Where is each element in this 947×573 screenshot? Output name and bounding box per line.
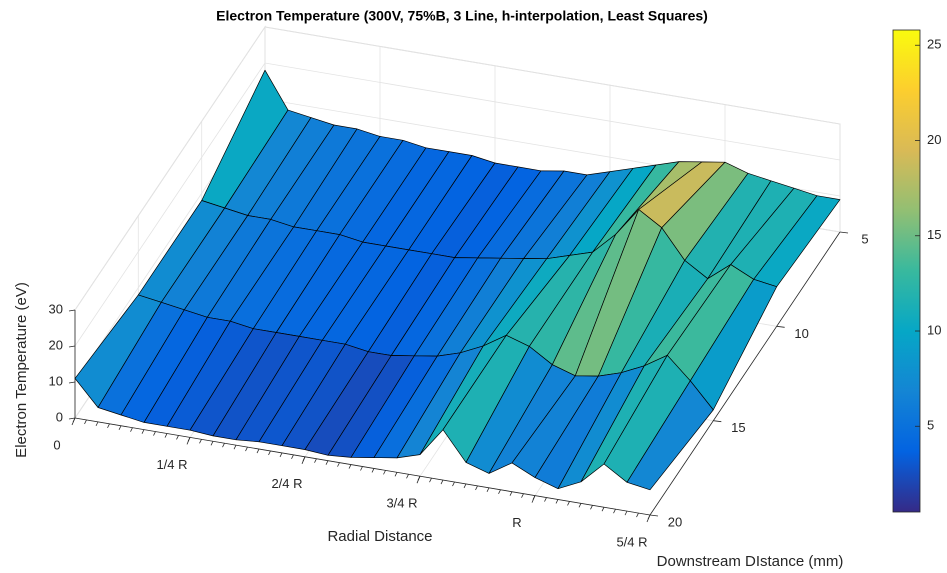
x-minor-tick	[222, 443, 225, 448]
chart-title: Electron Temperature (300V, 75%B, 3 Line…	[216, 8, 708, 24]
colorbar-tick-label: 5	[927, 418, 934, 433]
x-minor-tick	[199, 439, 202, 444]
x-minor-tick	[647, 514, 651, 520]
x-tick-label: 3/4 R	[386, 496, 417, 511]
x-minor-tick	[406, 474, 409, 479]
z-tick	[68, 381, 76, 384]
y-tick-label: 15	[731, 420, 745, 435]
x-minor-tick	[337, 462, 340, 467]
x-minor-tick	[72, 417, 76, 423]
x-minor-tick	[210, 441, 214, 446]
x-minor-tick	[532, 495, 536, 500]
x-minor-tick	[613, 509, 616, 514]
x-minor-tick	[84, 419, 87, 425]
x-minor-tick	[509, 491, 513, 496]
colorbar-tick-label: 10	[927, 322, 941, 337]
surface-face	[626, 380, 714, 491]
colorbar	[892, 29, 921, 513]
x-minor-tick	[164, 433, 168, 438]
x-tick-label: R	[512, 515, 521, 530]
x-minor-tick	[141, 429, 145, 434]
x-minor-tick	[279, 452, 283, 458]
x-minor-tick	[302, 456, 306, 461]
x-minor-tick	[95, 421, 99, 427]
colorbar-tick-label: 20	[927, 132, 941, 147]
x-minor-tick	[417, 476, 421, 481]
x-minor-tick	[567, 501, 570, 506]
z-tick-label: 20	[49, 337, 63, 352]
y-tick-label: 20	[668, 514, 682, 529]
z-tick-label: 30	[49, 301, 63, 316]
x-tick-label: 2/4 R	[271, 476, 302, 491]
y-tick	[649, 514, 659, 517]
x-minor-tick	[578, 503, 582, 508]
x-minor-tick	[624, 510, 628, 516]
colorbar-tick-label: 15	[927, 227, 941, 242]
z-axis-label: Electron Temperature (eV)	[13, 282, 30, 458]
x-minor-tick	[256, 448, 260, 454]
x-minor-tick	[521, 493, 524, 498]
x-minor-tick	[440, 479, 444, 485]
x-minor-tick	[325, 460, 329, 465]
x-minor-tick	[245, 446, 248, 452]
x-minor-tick	[118, 425, 122, 430]
x-minor-tick	[233, 444, 237, 450]
x-minor-tick	[187, 437, 191, 442]
x-minor-tick	[486, 487, 490, 493]
x-minor-tick	[371, 468, 375, 473]
x-minor-tick	[636, 512, 639, 518]
x-minor-tick	[153, 431, 156, 436]
x-minor-tick	[452, 481, 455, 487]
x-minor-tick	[348, 464, 352, 469]
y-axis-label: Downstream DIstance (mm)	[657, 553, 844, 570]
x-minor-tick	[590, 505, 593, 510]
x-minor-tick	[291, 454, 294, 460]
x-minor-tick	[498, 489, 501, 494]
y-tick-label: 5	[861, 231, 868, 246]
z-tick-label: 0	[56, 409, 63, 424]
x-minor-tick	[555, 499, 559, 504]
x-minor-tick	[314, 458, 317, 463]
y-tick	[776, 325, 785, 328]
x-minor-tick	[360, 466, 363, 471]
x-tick-label: 1/4 R	[156, 457, 187, 472]
y-tick	[713, 420, 722, 423]
z-tick	[68, 417, 76, 420]
x-minor-tick	[176, 435, 179, 440]
x-minor-tick	[268, 450, 271, 456]
x-tick-label: 0	[53, 437, 60, 452]
colorbar-tick-label: 25	[927, 37, 941, 52]
z-tick	[68, 345, 76, 348]
y-tick	[839, 231, 849, 234]
x-minor-tick	[429, 477, 432, 483]
colorbar-ticks: 5 10 15 20 25	[915, 37, 941, 433]
y-axis-line	[649, 231, 841, 516]
z-tick	[68, 309, 76, 312]
x-minor-tick	[383, 470, 386, 475]
x-minor-tick	[475, 485, 478, 491]
x-minor-tick	[394, 472, 398, 477]
x-minor-tick	[544, 497, 547, 502]
x-minor-tick	[130, 427, 133, 432]
x-minor-tick	[601, 507, 605, 512]
surface	[74, 69, 841, 491]
x-axis-label: Radial Distance	[327, 528, 432, 545]
z-tick-label: 10	[49, 373, 63, 388]
x-minor-tick	[107, 423, 110, 428]
x-tick-label: 5/4 R	[616, 534, 647, 549]
y-tick-label: 10	[794, 326, 808, 341]
x-minor-tick	[463, 483, 467, 489]
